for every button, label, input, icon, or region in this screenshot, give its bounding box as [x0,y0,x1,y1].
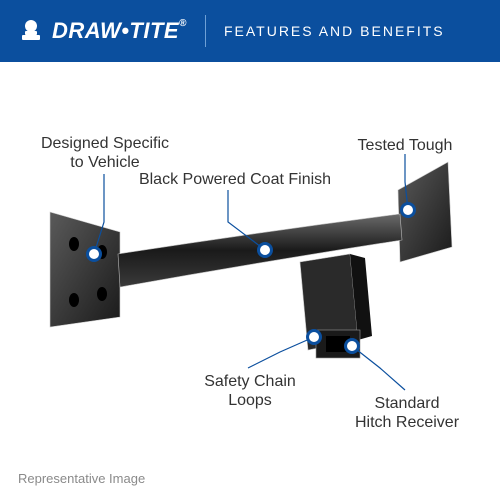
footer-note: Representative Image [18,471,145,486]
header-divider [205,15,206,47]
callout-safety-chain: Safety ChainLoops [190,372,310,410]
marker-designed-specific [86,246,102,262]
brand-name: DRAW•TITE® [52,18,187,44]
callout-tested-tough: Tested Tough [345,136,465,155]
marker-hitch-receiver [344,338,360,354]
marker-black-finish [257,242,273,258]
header-bar: DRAW•TITE® FEATURES AND BENEFITS [0,0,500,62]
header-subtitle: FEATURES AND BENEFITS [224,23,445,39]
hitch-ball-icon [18,18,44,44]
diagram-canvas: Representative Image Designed Specificto… [0,62,500,500]
callout-black-finish: Black Powered Coat Finish [120,170,350,189]
callout-designed-specific: Designed Specificto Vehicle [30,134,180,172]
brand-logo: DRAW•TITE® [18,18,187,44]
product-illustration [0,62,500,500]
marker-safety-chain [306,329,322,345]
marker-tested-tough [400,202,416,218]
callout-hitch-receiver: StandardHitch Receiver [342,394,472,432]
